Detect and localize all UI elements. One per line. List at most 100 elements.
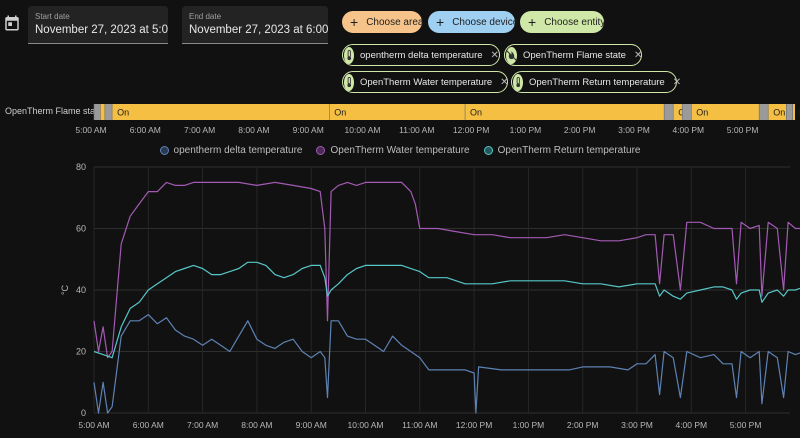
timeline-segment-on[interactable]: [112, 104, 330, 120]
x-tick-label: 10:00 AM: [348, 420, 384, 430]
entity-chip-label: OpenTherm Water temperature: [360, 76, 493, 88]
timeline-segment-off[interactable]: [786, 104, 793, 120]
y-tick-label: 0: [81, 408, 86, 418]
timeline-tick-label: 11:00 AM: [399, 125, 435, 135]
choose-area-label: Choose area: [366, 16, 424, 28]
timeline-segment-off[interactable]: [94, 104, 101, 120]
y-tick-label: 20: [76, 347, 86, 357]
entity-chip-water-temperature: OpenTherm Water temperature ✕: [342, 71, 509, 93]
entity-chip-label: opentherm delta temperature: [360, 49, 483, 61]
entity-chip-return-temperature: OpenTherm Return temperature ✕: [511, 71, 681, 93]
legend-item-return[interactable]: OpenTherm Return temperature: [483, 145, 641, 156]
x-tick-label: 5:00 AM: [78, 420, 109, 430]
timeline-segment-off[interactable]: [104, 104, 113, 120]
temperature-line-chart[interactable]: 0 20 40 60 80 5:00 AM 6:00 AM 7:00 AM 8:00 AM 9:0…: [0, 158, 800, 438]
x-tick-label: 5:00 PM: [730, 420, 762, 430]
choose-entity-label: Choose entity: [544, 16, 606, 28]
close-icon[interactable]: ✕: [490, 49, 499, 61]
plus-icon: +: [436, 14, 445, 30]
start-date-field[interactable]: Start date November 27, 2023 at 5:00 AM: [28, 6, 168, 44]
plus-icon: +: [528, 14, 537, 30]
choose-area-button[interactable]: + Choose area: [342, 11, 424, 33]
timeline-tick-label: 10:00 AM: [344, 125, 381, 135]
entity-chip-delta-temperature: opentherm delta temperature ✕: [342, 44, 500, 66]
timeline-tick-label: 9:00 AM: [292, 125, 324, 135]
choose-entity-button[interactable]: + Choose entity: [520, 11, 606, 33]
thermometer-icon: [344, 46, 354, 64]
x-tick-label: 4:00 PM: [675, 420, 707, 430]
timeline-tick-label: 2:00 PM: [563, 125, 596, 135]
timeline-segment-label: On: [334, 108, 346, 118]
legend-label: OpenTherm Water temperature: [330, 145, 470, 156]
chart-legend: opentherm delta temperature OpenTherm Wa…: [0, 145, 800, 156]
end-date-field[interactable]: End date November 27, 2023 at 6:00 PM: [182, 6, 328, 44]
y-axis-label: °C: [60, 284, 70, 295]
timeline-segment-label: On: [117, 108, 129, 118]
close-icon[interactable]: ✕: [633, 49, 643, 61]
timeline-segment-on[interactable]: [792, 104, 795, 120]
x-tick-label: 3:00 PM: [621, 420, 653, 430]
timeline-tick-label: 3:00 PM: [618, 125, 650, 135]
fire-off-icon: [506, 46, 517, 64]
x-tick-label: 12:00 PM: [456, 420, 492, 430]
timeline-tick-label: 12:00 PM: [452, 125, 490, 135]
timeline-entity-label: OpenTherm Flame state: [5, 106, 103, 116]
timeline-time-axis: 5:00 AM 6:00 AM 7:00 AM 8:00 AM 9:00 AM 10:00…: [0, 125, 800, 137]
y-tick-label: 40: [76, 285, 86, 295]
flame-state-timeline[interactable]: OnOnOnOnOnOnOn: [0, 104, 800, 120]
x-tick-label: 9:00 AM: [296, 420, 327, 430]
legend-label: opentherm delta temperature: [173, 145, 303, 156]
end-date-label: End date: [189, 12, 222, 21]
timeline-tick-label: 8:00 AM: [238, 125, 270, 135]
legend-item-water[interactable]: OpenTherm Water temperature: [316, 145, 470, 156]
timeline-tick-label: 4:00 PM: [672, 125, 705, 135]
timeline-segment-on[interactable]: [768, 104, 787, 120]
timeline-segment-label: On: [470, 108, 482, 118]
x-tick-label: 1:00 PM: [513, 420, 545, 430]
y-tick-label: 60: [76, 224, 86, 234]
timeline-segment-label: On: [696, 108, 708, 118]
timeline-segment-on[interactable]: [673, 104, 683, 120]
timeline-segment-off[interactable]: [682, 104, 692, 120]
timeline-segment-off[interactable]: [759, 104, 769, 120]
series-line-2[interactable]: [93, 261, 800, 359]
x-tick-label: 6:00 AM: [133, 420, 164, 430]
legend-swatch: [316, 146, 326, 155]
entity-chip-label: OpenTherm Flame state: [523, 49, 626, 61]
timeline-segment-label: On: [798, 108, 800, 118]
timeline-tick-label: 7:00 AM: [184, 125, 216, 135]
thermometer-icon: [344, 73, 354, 91]
legend-swatch: [483, 146, 493, 155]
x-tick-label: 8:00 AM: [241, 420, 272, 430]
end-date-value: November 27, 2023 at 6:00 PM: [189, 24, 328, 36]
series-line-1[interactable]: [93, 181, 800, 359]
timeline-tick-label: 5:00 AM: [75, 125, 107, 135]
timeline-segment-label: On: [773, 108, 785, 118]
close-icon[interactable]: ✕: [672, 76, 682, 88]
timeline-segment-on[interactable]: [100, 104, 105, 120]
calendar-icon[interactable]: [3, 14, 21, 32]
legend-item-delta[interactable]: opentherm delta temperature: [159, 145, 303, 156]
entity-chip-label: OpenTherm Return temperature: [529, 76, 665, 88]
thermometer-icon: [513, 73, 523, 91]
x-tick-label: 2:00 PM: [567, 420, 599, 430]
timeline-tick-label: 1:00 PM: [509, 125, 542, 135]
close-icon[interactable]: ✕: [500, 76, 509, 88]
timeline-segment-off[interactable]: [664, 104, 674, 120]
x-tick-label: 7:00 AM: [187, 420, 218, 430]
timeline-segment-on[interactable]: [329, 104, 466, 120]
timeline-segment-on[interactable]: [465, 104, 665, 120]
start-date-label: Start date: [35, 12, 70, 21]
timeline-segment-on[interactable]: [691, 104, 760, 120]
choose-device-button[interactable]: + Choose device: [428, 11, 519, 33]
series-line-0[interactable]: [93, 314, 800, 414]
legend-label: OpenTherm Return temperature: [497, 145, 641, 156]
plus-icon: +: [350, 14, 359, 30]
choose-device-label: Choose device: [452, 16, 519, 28]
entity-chip-flame-state: OpenTherm Flame state ✕: [504, 44, 642, 66]
timeline-tick-label: 5:00 PM: [726, 125, 759, 135]
timeline-tick-label: 6:00 AM: [129, 125, 161, 135]
x-tick-label: 11:00 AM: [402, 420, 437, 430]
start-date-value: November 27, 2023 at 5:00 AM: [35, 24, 168, 36]
legend-swatch: [159, 146, 169, 155]
